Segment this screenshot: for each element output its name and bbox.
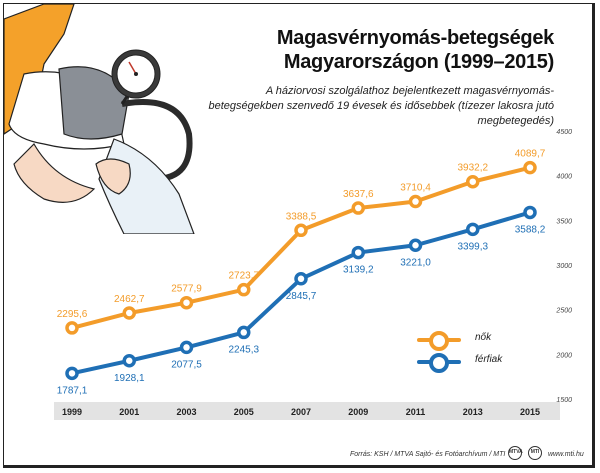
data-point-nok (237, 282, 251, 297)
data-label-ferfiak: 1928,1 (114, 373, 145, 384)
data-point-nok (122, 306, 136, 320)
infographic-frame: Magasvérnyomás-betegségek Magyarországon… (3, 3, 595, 468)
data-label-ferfiak: 2245,3 (228, 344, 259, 355)
x-tick-label: 2011 (406, 407, 426, 417)
data-point-nok (179, 295, 194, 310)
x-axis-band (54, 402, 560, 420)
legend-marker-ferfiak (429, 353, 449, 373)
x-tick-label: 1999 (62, 407, 82, 417)
data-point-nok (351, 201, 365, 215)
data-label-nok: 3710,4 (400, 183, 431, 194)
legend-label-nok: nők (475, 332, 492, 343)
data-point-ferfiak (294, 272, 308, 286)
x-tick-label: 2007 (291, 407, 311, 417)
data-point-ferfiak (237, 325, 251, 340)
data-point-nok (65, 321, 79, 335)
data-point-nok (294, 223, 308, 238)
x-tick-label: 2001 (119, 407, 139, 417)
data-label-nok: 2577,9 (171, 284, 202, 295)
data-point-ferfiak (523, 205, 537, 220)
data-label-ferfiak: 3399,3 (457, 241, 488, 252)
line-chart: 1500 2000 2500 3000 3500 4000 4500 1999 2001 200… (54, 129, 572, 420)
data-label-nok: 2295,6 (57, 309, 88, 320)
data-label-nok: 2723,7 (228, 271, 259, 282)
data-label-nok: 4089,7 (515, 149, 546, 160)
y-tick-label: 2500 (555, 308, 572, 315)
data-label-ferfiak: 3588,2 (515, 224, 546, 235)
x-tick-label: 2003 (176, 407, 196, 417)
data-point-nok (523, 160, 537, 175)
data-label-nok: 2462,7 (114, 294, 145, 305)
data-label-ferfiak: 3139,2 (343, 265, 374, 276)
x-tick-label: 2005 (234, 407, 254, 417)
y-tick-label: 3000 (556, 263, 572, 270)
x-tick-label: 2009 (348, 407, 368, 417)
data-label-nok: 3388,5 (286, 211, 317, 222)
data-label-ferfiak: 1787,1 (57, 385, 88, 396)
data-point-ferfiak (351, 245, 365, 260)
x-axis-band-rect (54, 402, 560, 420)
data-point-ferfiak (65, 366, 79, 381)
data-point-ferfiak (408, 238, 423, 253)
legend-item-nok: nők (415, 330, 541, 351)
data-label-nok: 3932,2 (457, 163, 488, 174)
y-tick-label: 2000 (555, 352, 572, 359)
legend-label-ferfiak: férfiak (475, 354, 503, 365)
data-point-nok (466, 174, 480, 189)
data-point-nok (408, 194, 423, 209)
legend-marker-nok (429, 331, 449, 351)
data-label-ferfiak: 2077,5 (171, 359, 202, 370)
data-point-ferfiak (466, 222, 480, 237)
data-point-ferfiak (179, 340, 194, 355)
chart-title: Magasvérnyomás-betegségek Magyarországon… (276, 27, 554, 73)
source-text: Forrás: KSH / MTVA Sajtó- és Fotóarchívu… (350, 451, 506, 458)
chart-subtitle: A háziorvosi szolgálathoz bejelentkezett… (208, 85, 555, 127)
y-tick-label: 3500 (556, 218, 572, 225)
legend-item-ferfiak: férfiak (415, 352, 541, 373)
series-layer: 2295,6 2462,7 2577,9 2723,7 3388,5 3637,6 3710… (57, 149, 546, 397)
x-axis: 1999 2001 2003 2005 2007 2009 2011 2013 2015 (62, 407, 540, 417)
y-axis: 1500 2000 2500 3000 3500 4000 4500 (555, 129, 572, 404)
mti-logo: MTI (528, 446, 542, 460)
y-tick-label: 4000 (556, 174, 572, 181)
x-tick-label: 2013 (463, 407, 483, 417)
blood-pressure-illustration (4, 4, 195, 234)
mtva-logo: MTVA (508, 446, 523, 460)
data-label-nok: 3637,6 (343, 189, 374, 200)
data-label-ferfiak: 2845,7 (286, 291, 317, 302)
y-tick-label: 4500 (556, 129, 572, 136)
data-point-ferfiak (122, 354, 136, 368)
data-label-ferfiak: 3221,0 (400, 257, 431, 268)
website-text: www.mti.hu (548, 451, 584, 458)
legend: nők férfiak (415, 326, 541, 380)
y-tick-label: 1500 (556, 397, 572, 404)
x-tick-label: 2015 (520, 407, 540, 417)
